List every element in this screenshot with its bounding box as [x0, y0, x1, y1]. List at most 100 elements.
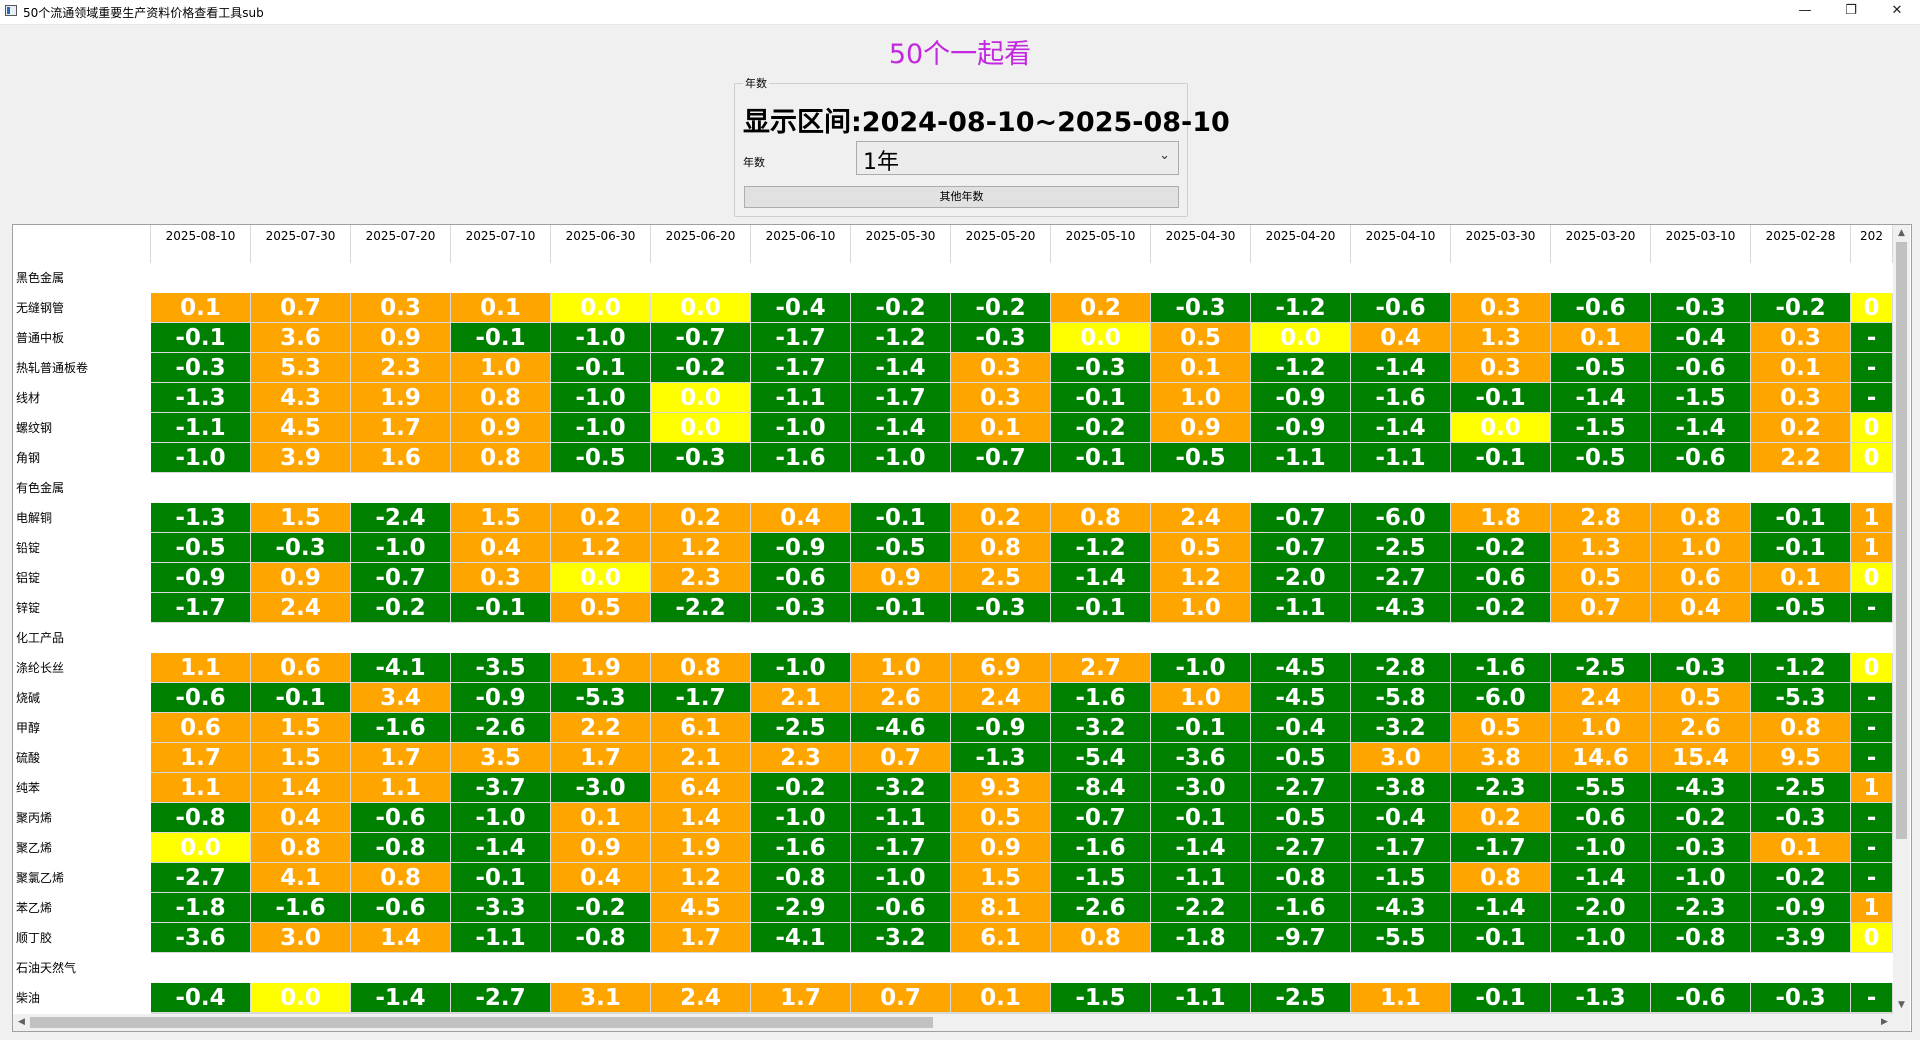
table-cell[interactable]: 0.2: [1051, 293, 1151, 323]
table-cell[interactable]: 0.0: [951, 1013, 1051, 1014]
table-cell[interactable]: -: [1851, 833, 1893, 863]
table-cell[interactable]: -1.0: [551, 413, 651, 443]
table-cell[interactable]: -0.9: [451, 683, 551, 713]
table-cell[interactable]: 0.4: [451, 533, 551, 563]
table-cell[interactable]: 1.4: [651, 803, 751, 833]
maximize-button[interactable]: ❐: [1845, 3, 1857, 18]
table-cell[interactable]: -2.2: [651, 593, 751, 623]
table-cell[interactable]: -5.8: [1351, 683, 1451, 713]
table-cell[interactable]: 4.5: [651, 893, 751, 923]
table-cell[interactable]: 1.5: [251, 503, 351, 533]
table-cell[interactable]: 0.7: [851, 983, 951, 1013]
table-cell[interactable]: -0.7: [1251, 503, 1351, 533]
table-cell[interactable]: -0.2: [1651, 803, 1751, 833]
table-cell[interactable]: 1.1: [151, 773, 251, 803]
table-cell[interactable]: -1.5: [1351, 863, 1451, 893]
table-cell[interactable]: -2.7: [1251, 773, 1351, 803]
table-cell[interactable]: 0.5: [551, 593, 651, 623]
row-header[interactable]: 无缝钢管: [13, 293, 151, 323]
row-header[interactable]: 硫酸: [13, 743, 151, 773]
table-cell[interactable]: -1.0: [351, 1013, 451, 1014]
table-cell[interactable]: -0.1: [1151, 803, 1251, 833]
table-cell[interactable]: -0.9: [1251, 413, 1351, 443]
table-cell[interactable]: -5.3: [551, 683, 651, 713]
table-cell[interactable]: 1: [1851, 773, 1893, 803]
table-cell[interactable]: 1.7: [651, 923, 751, 953]
table-cell[interactable]: -0.3: [751, 593, 851, 623]
table-cell[interactable]: -: [1851, 383, 1893, 413]
table-cell[interactable]: 1: [1851, 503, 1893, 533]
table-cell[interactable]: -6.0: [1351, 503, 1451, 533]
table-cell[interactable]: 0.0: [1451, 413, 1551, 443]
table-cell[interactable]: -3.9: [1751, 923, 1851, 953]
table-cell[interactable]: 1.7: [351, 413, 451, 443]
table-cell[interactable]: -1.0: [551, 383, 651, 413]
table-cell[interactable]: 1.0: [1151, 593, 1251, 623]
table-cell[interactable]: -8.4: [1051, 773, 1151, 803]
table-cell[interactable]: -0.8: [151, 803, 251, 833]
table-cell[interactable]: -1.4: [1551, 383, 1651, 413]
table-cell[interactable]: -1.0: [751, 653, 851, 683]
column-header[interactable]: 2025-04-30: [1151, 225, 1251, 263]
table-cell[interactable]: -0.5: [1151, 443, 1251, 473]
row-header[interactable]: 聚乙烯: [13, 833, 151, 863]
table-cell[interactable]: 2.8: [1551, 503, 1651, 533]
table-cell[interactable]: -1.7: [1351, 833, 1451, 863]
table-cell[interactable]: -0.2: [1451, 593, 1551, 623]
table-cell[interactable]: -1.0: [851, 863, 951, 893]
row-header[interactable]: 锌锭: [13, 593, 151, 623]
row-header[interactable]: 热轧普通板卷: [13, 353, 151, 383]
table-cell[interactable]: -5.5: [1351, 923, 1451, 953]
table-cell[interactable]: 0: [1851, 563, 1893, 593]
table-cell[interactable]: -0.9: [1151, 1013, 1251, 1014]
table-cell[interactable]: -1.7: [151, 593, 251, 623]
table-cell[interactable]: -0.3: [951, 593, 1051, 623]
column-header[interactable]: 2025-05-20: [951, 225, 1051, 263]
table-cell[interactable]: 1.1: [151, 653, 251, 683]
table-cell[interactable]: -0.9: [751, 533, 851, 563]
table-cell[interactable]: 1.0: [1151, 683, 1251, 713]
table-cell[interactable]: -0.6: [1651, 983, 1751, 1013]
table-cell[interactable]: -1.4: [1651, 413, 1751, 443]
table-cell[interactable]: -2.3: [1651, 893, 1751, 923]
column-header[interactable]: 2025-02-28: [1751, 225, 1851, 263]
table-cell[interactable]: -0.3: [1151, 293, 1251, 323]
table-cell[interactable]: -0.7: [1251, 533, 1351, 563]
table-cell[interactable]: -4.1: [351, 653, 451, 683]
table-cell[interactable]: 0.5: [1451, 713, 1551, 743]
table-cell[interactable]: -0.5: [1251, 803, 1351, 833]
table-cell[interactable]: -1.4: [451, 833, 551, 863]
table-cell[interactable]: -0.6: [851, 893, 951, 923]
table-cell[interactable]: -0.6: [1551, 803, 1651, 833]
table-cell[interactable]: 0.1: [1751, 353, 1851, 383]
table-cell[interactable]: 1.0: [851, 653, 951, 683]
table-cell[interactable]: 0.7: [1551, 593, 1651, 623]
table-cell[interactable]: 0.4: [551, 863, 651, 893]
table-cell[interactable]: 1.4: [351, 923, 451, 953]
table-cell[interactable]: 1.1: [751, 1013, 851, 1014]
table-cell[interactable]: -: [1851, 983, 1893, 1013]
table-cell[interactable]: -0.5: [1751, 593, 1851, 623]
table-cell[interactable]: 1.4: [251, 773, 351, 803]
row-header[interactable]: 涤纶长丝: [13, 653, 151, 683]
table-cell[interactable]: -4.3: [1651, 773, 1751, 803]
column-header[interactable]: 2025-03-20: [1551, 225, 1651, 263]
table-cell[interactable]: -2.5: [1551, 653, 1651, 683]
table-cell[interactable]: -2.7: [151, 863, 251, 893]
table-cell[interactable]: 0.9: [951, 833, 1051, 863]
table-cell[interactable]: -0.3: [1751, 983, 1851, 1013]
table-cell[interactable]: 0.3: [1451, 293, 1551, 323]
table-cell[interactable]: -2.7: [451, 983, 551, 1013]
table-cell[interactable]: -3.6: [1151, 743, 1251, 773]
row-header[interactable]: 纯苯: [13, 773, 151, 803]
table-cell[interactable]: -1.1: [1151, 983, 1251, 1013]
table-cell[interactable]: 1.0: [1551, 713, 1651, 743]
horizontal-scrollbar[interactable]: ◀ ▶: [13, 1014, 1893, 1031]
minimize-button[interactable]: —: [1798, 3, 1812, 18]
table-cell[interactable]: -0.6: [351, 803, 451, 833]
table-cell[interactable]: -3.5: [451, 653, 551, 683]
column-header[interactable]: 2025-07-10: [451, 225, 551, 263]
table-cell[interactable]: 0: [1851, 923, 1893, 953]
table-cell[interactable]: -0.1: [1051, 443, 1151, 473]
table-cell[interactable]: -0.1: [451, 593, 551, 623]
